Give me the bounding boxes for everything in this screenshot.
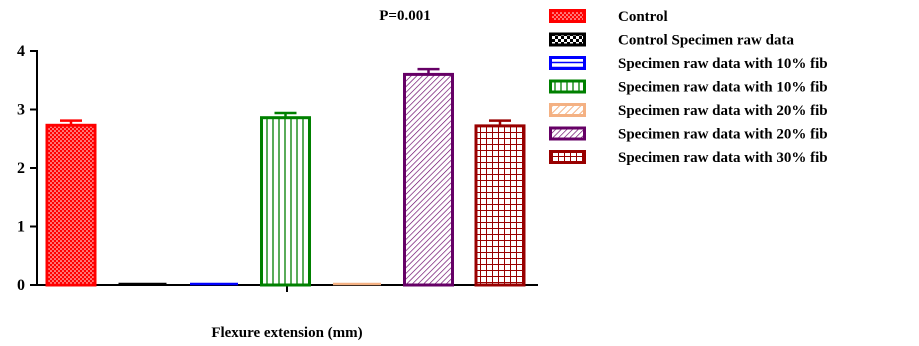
bars — [45, 67, 526, 287]
legend-swatch — [549, 32, 586, 47]
bar — [260, 116, 311, 287]
legend-swatch — [549, 103, 586, 117]
legend-label: Control — [618, 9, 668, 25]
y-tick-label: 3 — [17, 102, 25, 119]
x-axis-label: Flexure extension (mm) — [211, 325, 362, 341]
legend-label: Control Specimen raw data — [618, 33, 794, 49]
y-tick-label: 1 — [17, 219, 25, 236]
legend-label: Specimen raw data with 20% fib — [618, 127, 828, 143]
bar — [474, 124, 526, 287]
legend-label: Specimen raw data with 10% fib — [618, 56, 828, 72]
y-tick-label: 2 — [17, 160, 25, 177]
bar — [403, 72, 454, 287]
legend-swatch — [549, 126, 586, 141]
legend-swatch — [549, 9, 586, 23]
legend-label: Specimen raw data with 10% fib — [618, 80, 828, 96]
legend-label: Specimen raw data with 20% fib — [618, 103, 828, 119]
y-tick-label: 0 — [17, 277, 25, 294]
legend-swatch — [549, 150, 586, 164]
y-tick-label: 4 — [17, 43, 25, 60]
legend-swatch — [549, 56, 586, 70]
legend: Control Control Specimen raw data Specimen… — [549, 9, 828, 166]
chart-title: P=0.001 — [379, 8, 430, 24]
legend-label: Specimen raw data with 30% fib — [618, 150, 828, 166]
legend-swatch — [549, 79, 586, 94]
y-axis: 0 1 2 3 4 — [17, 43, 38, 294]
bar — [45, 123, 97, 287]
